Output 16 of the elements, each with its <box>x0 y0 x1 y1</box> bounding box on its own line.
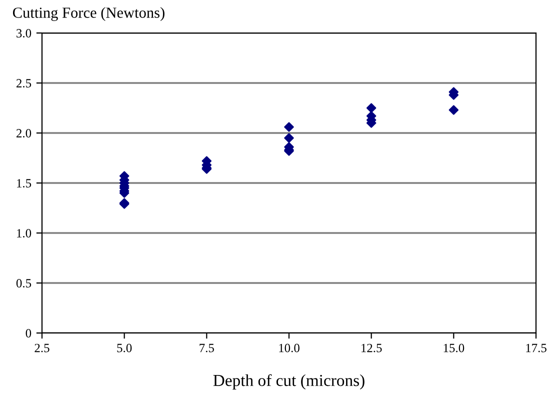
y-axis-title: Cutting Force (Newtons) <box>12 7 164 21</box>
x-tick-label: 7.5 <box>200 344 214 352</box>
x-tick-label: 17.5 <box>526 344 546 352</box>
x-tick-label: 12.5 <box>361 344 382 352</box>
y-tick-label: 3.0 <box>16 29 32 38</box>
x-axis-title: Depth of cut (microns) <box>213 374 364 390</box>
x-tick-label: 15.0 <box>444 344 464 352</box>
y-tick-label: 2.5 <box>16 79 32 88</box>
y-tick-label: 0 <box>26 329 32 338</box>
x-tick-label: 10.0 <box>279 344 300 352</box>
y-tick-label: 2.0 <box>16 129 32 138</box>
x-tick-label: 5.0 <box>117 344 132 352</box>
y-tick-label: 1.5 <box>17 179 32 188</box>
y-tick-label: 1.0 <box>17 229 32 238</box>
y-tick-label: 0.5 <box>16 279 32 288</box>
x-tick-label: 2.5 <box>34 344 50 352</box>
